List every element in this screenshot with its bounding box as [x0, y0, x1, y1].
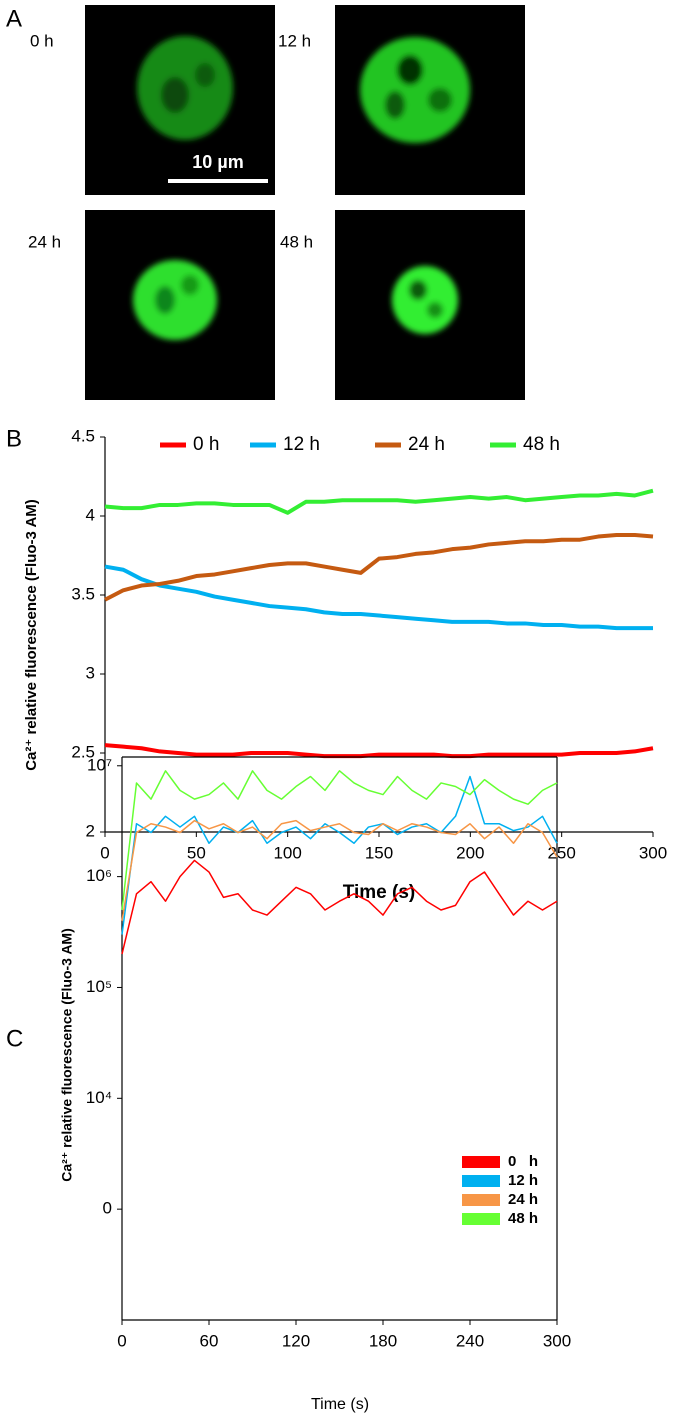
image-label: 0 h	[30, 31, 54, 50]
data-line	[121, 775, 558, 935]
x-tick-label: 250	[547, 843, 575, 862]
micrograph	[85, 5, 275, 195]
y-tick-label: 0	[103, 1199, 112, 1218]
x-tick-label: 120	[282, 1331, 310, 1350]
legend-swatch	[462, 1156, 500, 1168]
y-tick-label: 3	[86, 663, 95, 682]
x-tick-label: 150	[365, 843, 393, 862]
x-tick-label: 50	[187, 843, 206, 862]
micrograph	[335, 210, 525, 400]
micrograph	[335, 5, 525, 195]
legend-label: 24 h	[508, 1191, 538, 1208]
image-label: 24 h	[28, 232, 61, 251]
panel-label: C	[6, 1025, 23, 1052]
y-tick-label: 4	[86, 505, 95, 524]
legend-label: 0 h	[508, 1153, 538, 1170]
data-line	[104, 743, 654, 759]
x-tick-label: 0	[117, 1331, 126, 1350]
legend-swatch	[462, 1213, 500, 1225]
x-axis-label: Time (s)	[311, 1396, 369, 1413]
legend-label: 0 h	[193, 434, 219, 455]
x-tick-label: 300	[543, 1331, 571, 1350]
micrograph	[85, 210, 275, 400]
data-line	[121, 819, 558, 921]
data-line	[121, 859, 558, 955]
y-tick-label: 2	[86, 821, 95, 840]
y-tick-label: 4.5	[71, 426, 95, 445]
panel-label: A	[6, 5, 22, 32]
data-line	[104, 532, 654, 602]
legend-label: 48 h	[508, 1210, 538, 1227]
data-line	[104, 564, 653, 631]
y-tick-label: 10⁴	[86, 1088, 112, 1107]
x-tick-label: 240	[456, 1331, 484, 1350]
legend-label: 24 h	[408, 434, 445, 455]
legend-label: 12 h	[508, 1172, 538, 1189]
y-tick-label: 2.5	[71, 742, 95, 761]
x-tick-label: 300	[639, 843, 667, 862]
legend-swatch	[462, 1175, 500, 1187]
legend-label: 48 h	[523, 434, 560, 455]
data-line	[104, 488, 654, 515]
legend-label: 12 h	[283, 434, 320, 455]
y-tick-label: 3.5	[71, 584, 95, 603]
legend-swatch	[462, 1194, 500, 1206]
y-tick-label: 10⁶	[86, 866, 112, 885]
data-line	[121, 770, 558, 911]
x-tick-label: 200	[456, 843, 484, 862]
panel-label: B	[6, 425, 22, 452]
x-tick-label: 180	[369, 1331, 397, 1350]
y-axis-label: Ca²⁺ relative fluorescence (Fluo-3 AM)	[23, 499, 40, 771]
y-tick-label: 10⁵	[86, 977, 112, 996]
image-label: 12 h	[278, 31, 311, 50]
image-label: 48 h	[280, 232, 313, 251]
x-axis-label: Time (s)	[343, 882, 416, 903]
x-tick-label: 0	[100, 843, 109, 862]
scale-bar-label: 10 µm	[192, 152, 243, 172]
y-axis-label: Ca²⁺ relative fluorescence (Fluo-3 AM)	[59, 928, 75, 1181]
y-tick-label: 10⁷	[87, 755, 112, 774]
x-tick-label: 100	[273, 843, 301, 862]
x-tick-label: 60	[200, 1331, 219, 1350]
